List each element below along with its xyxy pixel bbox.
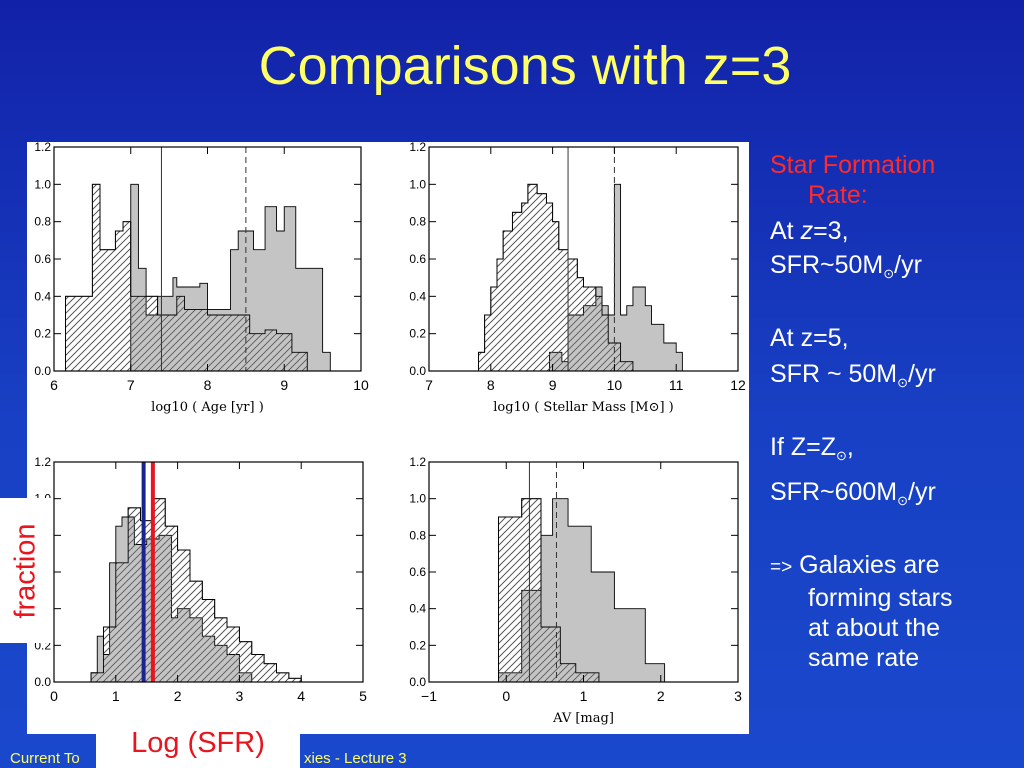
note-sfr-600-text: SFR~600M	[770, 478, 898, 506]
panel-top-right-x-tick-label: 11	[669, 377, 684, 393]
panel-bottom-right-x-tick-label: 1	[580, 688, 588, 704]
note-arrow: =>	[770, 557, 793, 578]
note-comma: ,	[846, 433, 854, 461]
panel-top-left-x-axis-label: log10 ( Age [yr] )	[151, 400, 264, 415]
footer-right: xies - Lecture 3	[304, 750, 407, 767]
panel-top-right-y-tick-label: 1.0	[409, 177, 426, 191]
note-at-z5: At z=5,	[770, 323, 1020, 353]
note-sfr-50-spaced: SFR ~ 50M	[770, 360, 898, 388]
panel-top-right-y-tick-label: 0.8	[409, 215, 426, 229]
note-z-italic: z	[800, 217, 814, 245]
panel-bottom-right-y-tick-label: 0.8	[409, 528, 426, 542]
fraction-label: fraction	[9, 522, 42, 619]
sun-symbol: ⊙	[897, 493, 909, 508]
note-galaxies-b: forming stars	[808, 584, 953, 612]
panel-bottom-right-y-tick-label: 0.2	[409, 638, 426, 652]
panel-top-left-x-tick-label: 7	[127, 377, 135, 393]
panel-top-right-y-tick-label: 1.2	[409, 142, 426, 154]
panel-bottom-left-x-tick-label: 0	[50, 688, 58, 704]
panel-bottom-left-x-tick-label: 4	[297, 688, 305, 704]
panel-top-right-y-tick-label: 0.4	[409, 289, 426, 303]
log-sfr-label: Log (SFR)	[96, 718, 300, 768]
panel-bottom-right-y-tick-label: 0.6	[409, 565, 426, 579]
panel-bottom-left-x-tick-label: 1	[112, 688, 120, 704]
panel-top-left-y-tick-label: 0.0	[34, 364, 51, 378]
note-per-yr: /yr	[908, 478, 936, 506]
panel-top-left-y-tick-label: 0.8	[34, 215, 51, 229]
slide-title: Comparisons with z=3	[258, 36, 792, 96]
panel-bottom-right-x-tick-label: 0	[502, 688, 510, 704]
panel-bottom-left-x-tick-label: 3	[236, 688, 244, 704]
panel-top-left-y-tick-label: 1.0	[34, 177, 51, 191]
sfr-heading-cont: Rate:	[770, 180, 1020, 210]
panel-bottom-left-x-tick-label: 2	[174, 688, 182, 704]
sfr-heading-b: Rate:	[808, 181, 868, 209]
panel-top-right-x-tick-label: 7	[425, 377, 433, 393]
note-at: At	[770, 217, 801, 245]
panel-top-right-y-tick-label: 0.0	[409, 364, 426, 378]
note-if-z: If Z=Z⊙,	[770, 432, 1020, 471]
panel-bottom-left-y-tick-label: 1.2	[34, 455, 51, 469]
panel-bottom-right-y-tick-label: 0.4	[409, 602, 426, 616]
sun-symbol: ⊙	[883, 266, 895, 281]
panel-top-left-hatched-overlay	[65, 183, 308, 372]
panel-top-right-hatched-overlay	[477, 183, 634, 372]
note-galaxies-d: same rate	[808, 644, 920, 672]
panel-top-left-x-tick-label: 9	[280, 377, 288, 393]
panel-bottom-left-y-tick-label: 0.0	[34, 675, 51, 689]
sfr-heading-a: Star Formation	[770, 151, 936, 179]
panel-bottom-left-x-tick-label: 5	[359, 688, 367, 704]
sun-symbol: ⊙	[835, 448, 847, 463]
footer-left: Current To	[10, 750, 80, 767]
note-galaxies-a: Galaxies are	[792, 551, 940, 579]
panel-bottom-right-x-axis-label: AV [mag]	[552, 711, 614, 726]
panel-top-right-x-tick-label: 12	[730, 377, 746, 393]
sfr-heading: Star Formation	[770, 150, 1020, 180]
panel-top-left-x-tick-label: 8	[204, 377, 212, 393]
note-per-yr: /yr	[908, 360, 936, 388]
fraction-label-box: fraction	[0, 498, 52, 643]
panel-top-right-x-tick-label: 10	[607, 377, 623, 393]
note-sfr-600: SFR~600M⊙/yr	[770, 477, 1020, 516]
note-at-z3: At z=3,	[770, 216, 1020, 246]
panel-top-right-x-axis-label: log10 ( Stellar Mass [M⊙] )	[493, 400, 674, 415]
panel-top-left-y-tick-label: 0.2	[34, 327, 51, 341]
panel-bottom-right-hatched-overlay	[498, 498, 600, 683]
panel-top-right-x-tick-label: 9	[549, 377, 557, 393]
note-z3-tail: =3,	[813, 217, 849, 245]
sun-symbol: ⊙	[897, 375, 909, 390]
panel-bottom-right-x-tick-label: 3	[734, 688, 742, 704]
note-sfr-50-text: SFR~50M	[770, 251, 884, 279]
panel-top-left-x-tick-label: 10	[353, 377, 369, 393]
note-sfr-50: SFR~50M⊙/yr	[770, 250, 1020, 289]
note-conclusion: => Galaxies are	[770, 550, 1020, 583]
histogram-figure: 6 7 8 9 10 0.0 0.2 0.4 0.6 0.8 1.0 1.2 log10 ( Age […	[27, 142, 749, 734]
panel-top-right-y-tick-label: 0.2	[409, 327, 426, 341]
panel-bottom-right-y-tick-label: 1.2	[409, 455, 426, 469]
notes-panel: Star Formation Rate: At z=3, SFR~50M⊙/yr…	[770, 150, 1020, 673]
note-sfr-50-z5: SFR ~ 50M⊙/yr	[770, 359, 1020, 398]
panel-bottom-right-y-tick-label: 1.0	[409, 492, 426, 506]
note-per-yr: /yr	[894, 251, 922, 279]
panel-top-left-x-tick-label: 6	[50, 377, 58, 393]
panel-bottom-right-x-tick-label: 2	[657, 688, 665, 704]
panel-top-right-y-tick-label: 0.6	[409, 252, 426, 266]
panel-bottom-right-y-tick-label: 0.0	[409, 675, 426, 689]
note-at-z5-text: At z=5,	[770, 324, 849, 352]
panel-bottom-right-x-tick-label: −1	[421, 688, 437, 704]
panel-top-right-x-tick-label: 8	[487, 377, 495, 393]
note-galaxies-c: at about the	[808, 614, 941, 642]
panel-top-left-y-tick-label: 1.2	[34, 142, 51, 154]
panel-top-left-y-tick-label: 0.4	[34, 289, 51, 303]
panel-top-left-y-tick-label: 0.6	[34, 252, 51, 266]
note-if-z-text: If Z=Z	[770, 433, 836, 461]
